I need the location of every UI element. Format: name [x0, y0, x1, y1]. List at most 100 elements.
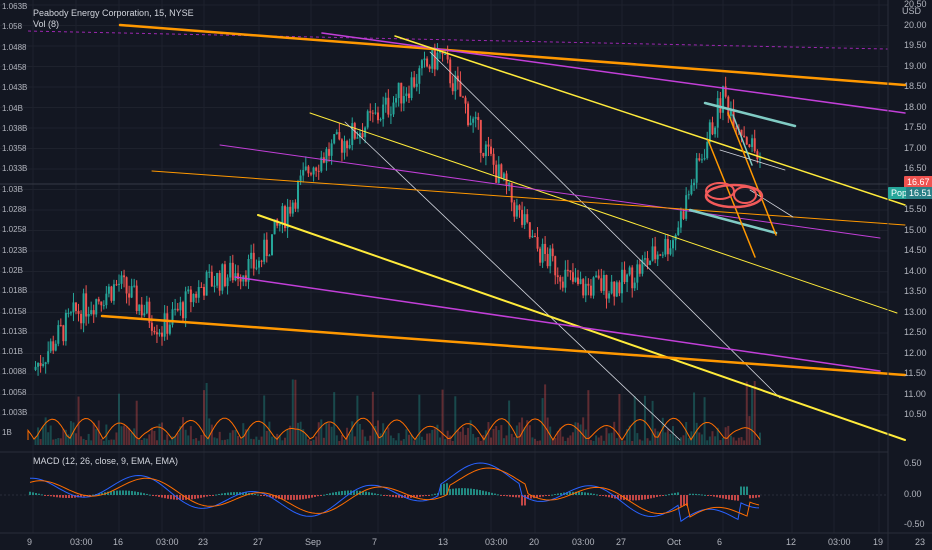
macd-histogram-bar [632, 495, 634, 501]
volume-bar [187, 435, 190, 445]
volume-bar [732, 437, 735, 445]
candle-body [218, 272, 221, 291]
macd-histogram-bar [146, 493, 148, 495]
volume-ma-line [27, 417, 761, 441]
volume-bar [335, 435, 338, 445]
volume-bar [714, 436, 717, 445]
candle-body [247, 258, 250, 282]
macd-histogram-bar [542, 495, 544, 497]
macd-histogram-bar [725, 495, 727, 500]
volume-bar [397, 433, 400, 445]
macd-histogram-bar [422, 495, 424, 497]
candle-body [286, 206, 289, 229]
volume-bar [459, 431, 462, 445]
volume-bar [361, 429, 364, 445]
volume-bar [289, 425, 292, 445]
candle-body [258, 260, 260, 268]
volume-bar [384, 431, 387, 445]
macd-histogram-bar [173, 495, 175, 500]
volume-bar [102, 440, 105, 445]
volume-bar [333, 392, 336, 445]
candle-body [168, 324, 171, 334]
macd-histogram-bar [110, 491, 112, 495]
macd-histogram-bar [746, 486, 748, 495]
macd-signal-line [29, 467, 760, 518]
volume-bar [387, 427, 390, 445]
macd-legend[interactable]: MACD (12, 26, close, 9, EMA, EMA) [33, 456, 179, 466]
symbol-title[interactable]: Peabody Energy Corporation, 15, NYSE [33, 8, 194, 18]
macd-histogram-bar [29, 491, 31, 495]
volume-bar [252, 439, 255, 445]
candle-body [335, 132, 338, 135]
candle-body [203, 286, 205, 296]
trend-line [719, 149, 786, 171]
macd-histogram-bar [392, 495, 394, 497]
price-tick-label: 20.50 [904, 0, 927, 9]
candle-body [743, 135, 746, 138]
volume-bar [369, 435, 372, 445]
candle-body [213, 285, 216, 287]
candle-body [597, 275, 600, 279]
macd-histogram-bar [362, 491, 364, 495]
candle-body [268, 255, 271, 257]
macd-histogram-bar [215, 494, 217, 496]
macd-histogram-bar [164, 495, 166, 499]
candle-body [641, 259, 644, 274]
volume-bar [304, 434, 307, 445]
macd-histogram-bar [242, 492, 244, 495]
trend-line [429, 51, 781, 399]
macd-histogram-bar [548, 495, 550, 496]
candle-body [508, 182, 511, 187]
candle-body [495, 164, 498, 183]
volume-bar [208, 418, 211, 445]
volume-bar [613, 421, 616, 445]
volume-bar [328, 423, 331, 445]
candle-body [638, 264, 641, 274]
volume-tick-label: 1.038B [2, 123, 28, 133]
volume-tick-label: 1.018B [2, 286, 28, 296]
volume-bar [631, 440, 634, 445]
macd-histogram-bar [428, 495, 430, 496]
volume-bar [661, 417, 664, 445]
price-tick-label: 12.50 [904, 327, 927, 337]
volume-legend[interactable]: Vol (8) [33, 19, 60, 29]
volume-bar [408, 434, 410, 445]
volume-bar [395, 440, 398, 445]
candle-body [423, 58, 426, 61]
candle-body [299, 175, 302, 183]
candle-body [100, 301, 103, 306]
candle-body [633, 282, 636, 289]
candle-body [176, 308, 179, 311]
candle-body [544, 243, 547, 254]
macd-histogram-bar [569, 491, 571, 495]
candle-body [454, 75, 457, 92]
macd-histogram-bar [653, 495, 655, 498]
volume-bar [107, 440, 110, 445]
macd-histogram-bar [458, 488, 460, 495]
candle-body [541, 243, 544, 263]
macd-histogram-bar [578, 491, 580, 495]
volume-bar [623, 440, 626, 445]
volume-bar [582, 417, 585, 445]
candle-body [610, 281, 613, 294]
macd-histogram-bar [101, 492, 103, 495]
macd-histogram-bar [203, 495, 205, 498]
volume-bar [577, 422, 579, 445]
volume-tick-label: 1.058 [2, 22, 23, 32]
macd-histogram-bar [482, 490, 484, 495]
candle-body [273, 219, 276, 235]
macd-histogram-bar [461, 488, 463, 495]
candle-body [643, 258, 646, 260]
candle-body [90, 310, 93, 314]
trend-line-drawings[interactable] [100, 23, 907, 441]
macd-histogram-bar [254, 493, 256, 495]
volume-bar [541, 398, 544, 445]
macd-histogram-bar [641, 495, 643, 500]
candle-body [672, 240, 674, 249]
candle-body [34, 366, 37, 370]
candle-body [536, 237, 539, 249]
candle-body [226, 277, 229, 287]
popt-value-tag: 16.51 [906, 187, 932, 199]
macd-histogram-bar [134, 491, 136, 495]
